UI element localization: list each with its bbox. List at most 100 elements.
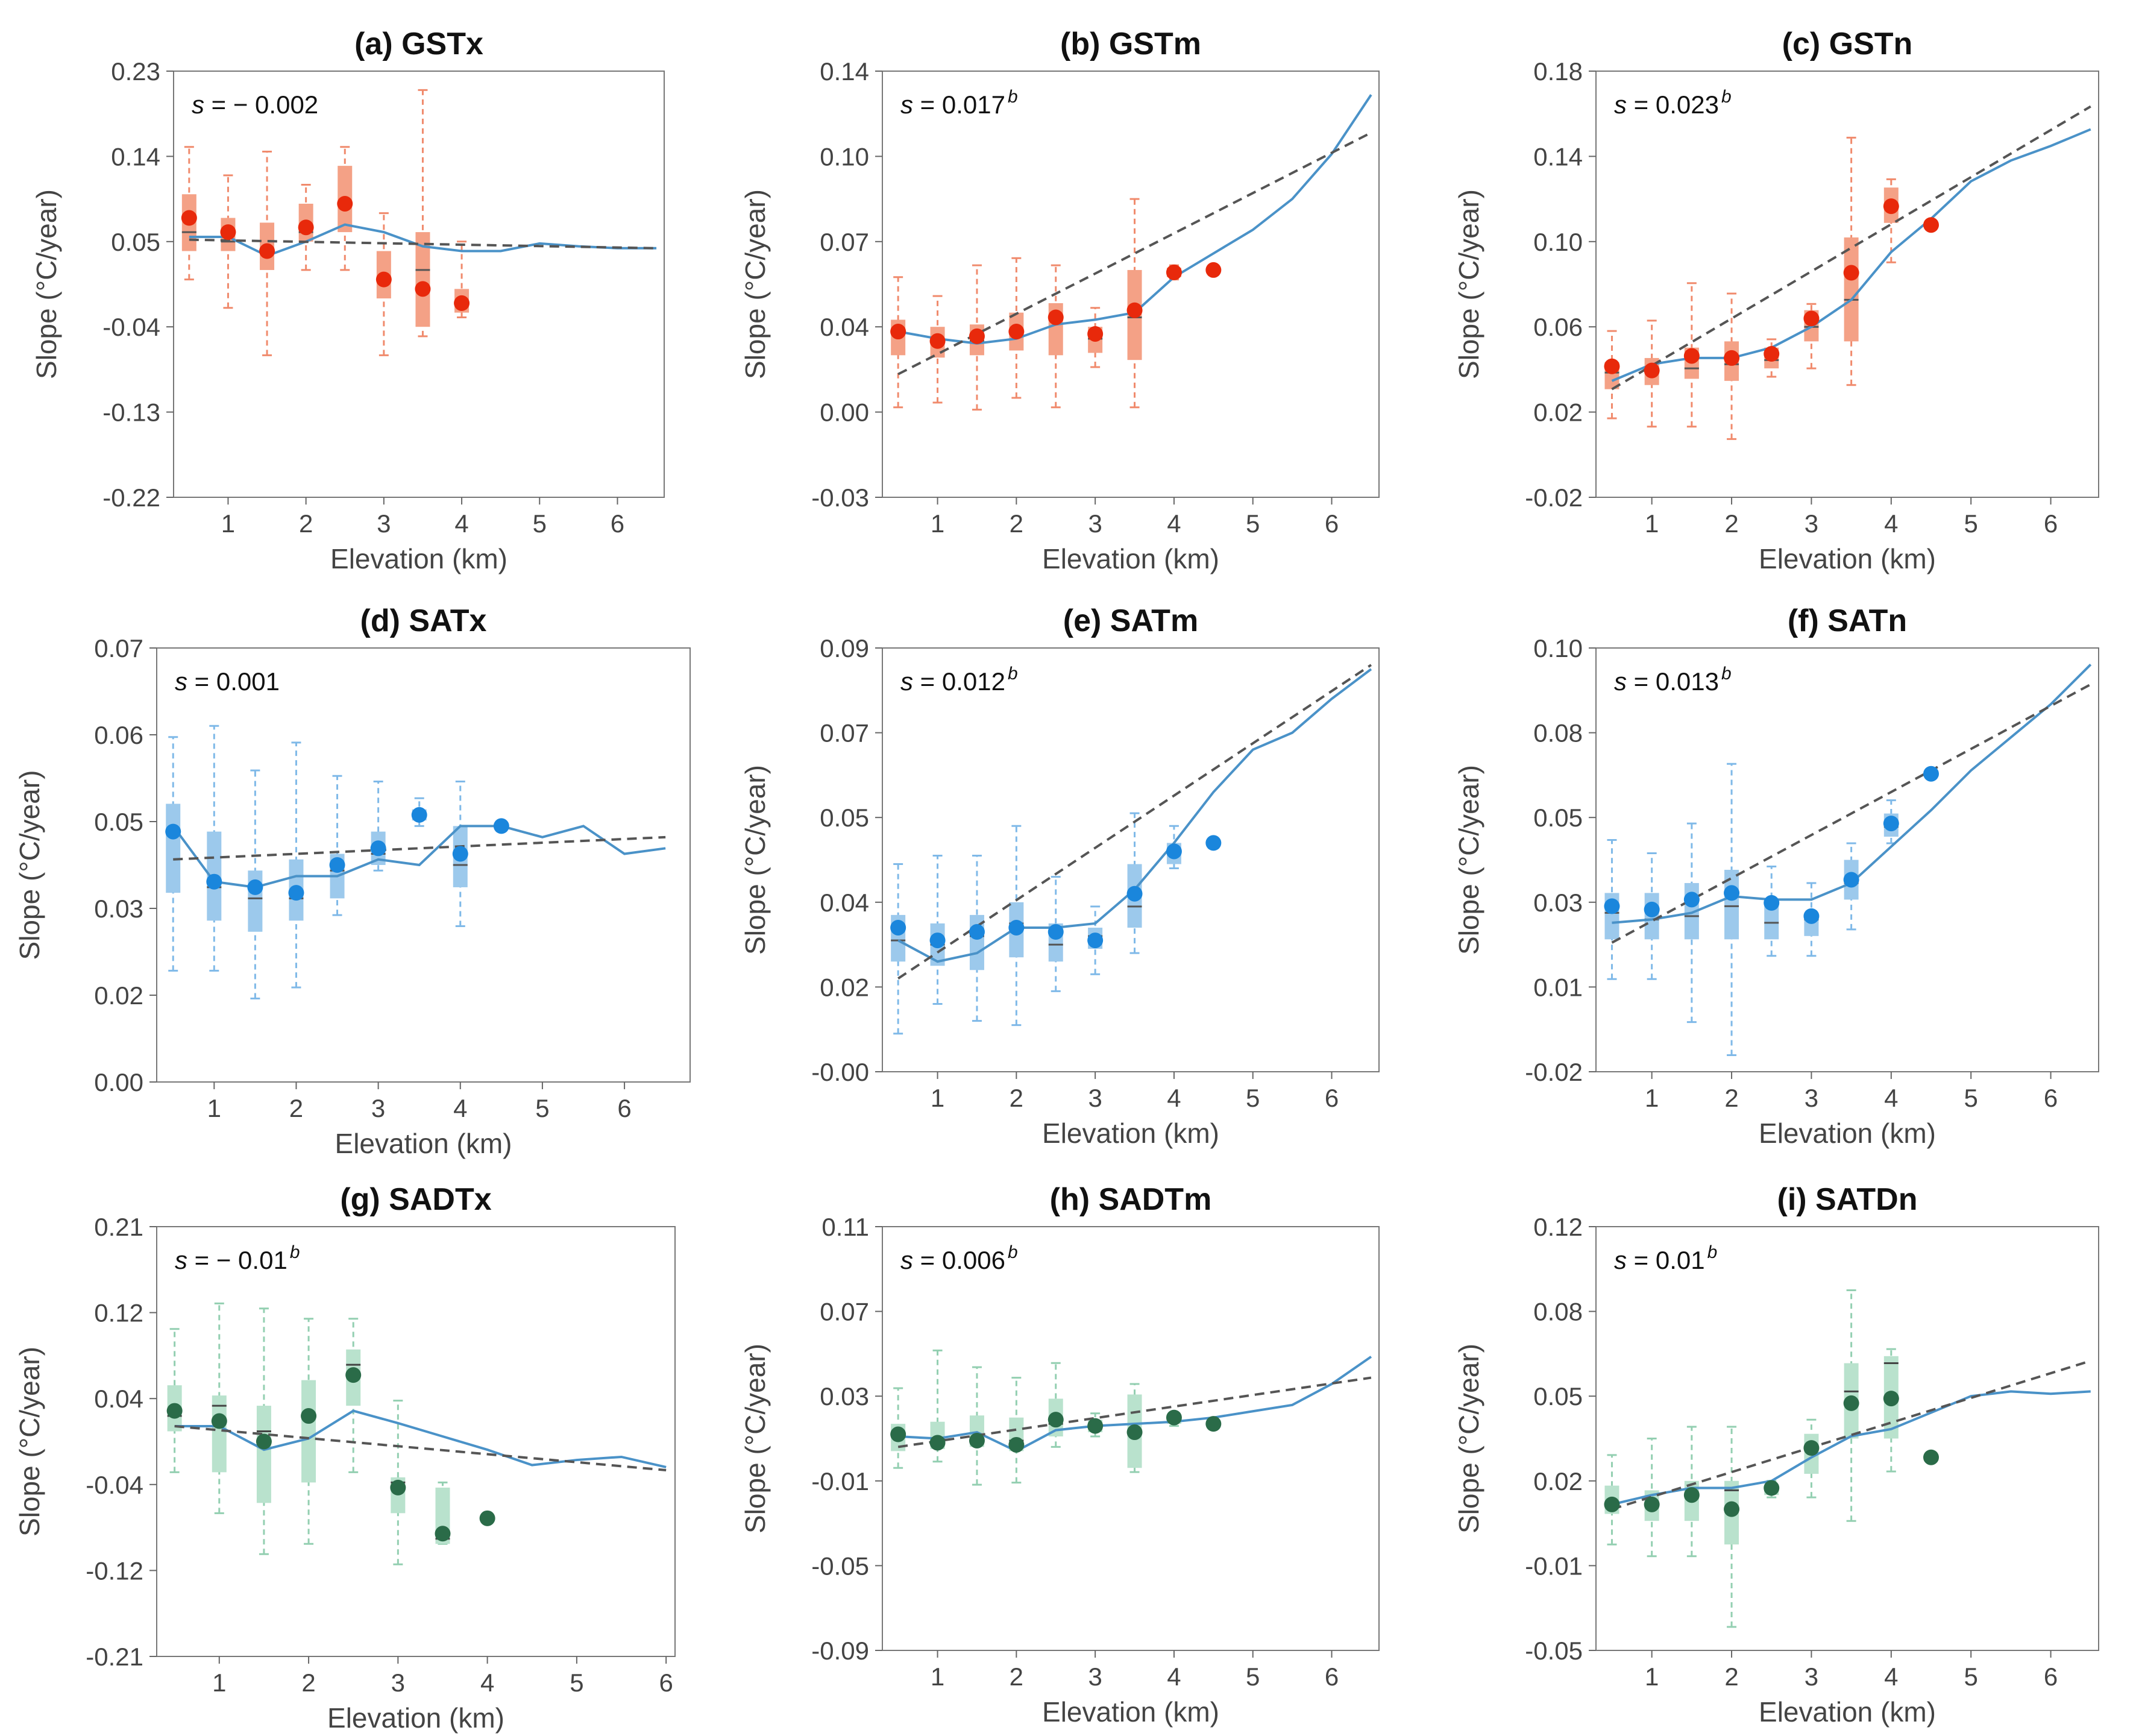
mean-point (1008, 919, 1025, 936)
y-tick-label: 0.07 (94, 634, 143, 662)
x-tick-label: 2 (299, 509, 313, 538)
panel-title: (i) SATDn (1777, 1182, 1918, 1217)
y-tick-label: 0.03 (820, 1382, 869, 1410)
annotation-value: = 0.013 (1627, 667, 1719, 696)
x-tick-label: 5 (1964, 1662, 1978, 1691)
mean-point (1048, 1412, 1064, 1428)
x-tick-label: 1 (931, 1084, 944, 1112)
y-tick-label: 0.02 (1533, 1467, 1583, 1495)
mean-point (1008, 324, 1025, 340)
box (212, 1395, 227, 1473)
x-tick-label: 5 (533, 509, 547, 538)
mean-point (1803, 1440, 1820, 1456)
mean-point (370, 840, 386, 857)
x-tick-label: 4 (1884, 1084, 1898, 1112)
y-tick-label: -0.22 (102, 483, 160, 512)
panel-title: (h) SADTm (1050, 1182, 1212, 1217)
mean-point (1883, 198, 1899, 215)
slope-annotation: s = 0.023 b (1614, 87, 1732, 119)
y-axis-label: Slope (°C/year) (31, 189, 62, 379)
x-tick-label: 2 (289, 1094, 303, 1122)
y-tick-label: -0.02 (1525, 1058, 1583, 1086)
slope-annotation: s = 0.01 b (1614, 1242, 1717, 1274)
x-axis-label: Elevation (km) (1042, 1696, 1219, 1728)
mean-point (890, 1426, 906, 1442)
y-tick-label: -0.05 (1525, 1637, 1583, 1665)
linear-fit-line (1611, 1359, 2091, 1511)
mean-point (329, 857, 345, 873)
annotation-value: = − 0.01 (187, 1246, 287, 1274)
mean-point (337, 195, 353, 212)
x-tick-label: 4 (1167, 1662, 1181, 1691)
mean-point (1923, 217, 1939, 233)
mean-point (1087, 932, 1104, 949)
y-tick-label: 0.10 (1533, 634, 1583, 662)
linear-fit-line (1611, 683, 2091, 944)
mean-point (452, 846, 468, 862)
x-axis-label: Elevation (km) (1759, 1696, 1936, 1728)
mean-point (411, 807, 427, 823)
plot-frame (1595, 647, 2099, 1072)
x-tick-label: 6 (2044, 1084, 2058, 1112)
y-tick-label: 0.18 (1533, 57, 1583, 86)
x-tick-label: 2 (1010, 509, 1023, 538)
y-tick-label: -0.02 (1525, 483, 1583, 512)
slope-annotation: s = 0.017 b (900, 87, 1018, 119)
panel-title: (f) SATn (1788, 603, 1907, 638)
annotation-significance: b (1707, 1242, 1718, 1262)
y-tick-label: -0.04 (102, 313, 160, 341)
annotation-symbol: s (175, 667, 187, 696)
mean-point (1205, 835, 1222, 851)
panel-a: (a) GSTx 1 2 3 4 5 6 0.23 0.14 0.05 -0.04 -0.13 -0.2… (31, 27, 665, 574)
x-tick-label: 1 (931, 1662, 944, 1691)
annotation-value: = − 0.002 (204, 90, 318, 119)
x-tick-label: 5 (1964, 1084, 1978, 1112)
annotation-value: = 0.017 (913, 90, 1005, 119)
x-axis-label: Elevation (km) (330, 543, 507, 574)
y-tick-label: 0.02 (94, 981, 143, 1010)
y-tick-label: 0.10 (820, 142, 869, 171)
x-tick-label: 4 (1167, 509, 1181, 538)
mean-point (929, 333, 946, 349)
mean-point (259, 243, 275, 259)
mean-point (415, 281, 431, 297)
x-tick-label: 2 (1724, 1662, 1738, 1691)
x-tick-label: 4 (1884, 1662, 1898, 1691)
y-axis-label: Slope (°C/year) (740, 1344, 771, 1533)
y-tick-label: 0.02 (820, 973, 869, 1001)
slope-annotation: s = − 0.01 b (175, 1242, 300, 1274)
panel-i: (i) SATDn 1 2 3 4 5 6 0.12 0.08 0.05 0.02 -0.01 -0.0… (1453, 1182, 2099, 1728)
x-axis-label: Elevation (km) (1759, 543, 1936, 574)
annotation-significance: b (1008, 1242, 1018, 1262)
y-tick-label: -0.05 (811, 1552, 869, 1580)
mean-point (435, 1526, 451, 1542)
annotation-symbol: s (900, 667, 913, 696)
mean-point (1205, 1416, 1222, 1432)
y-tick-label: -0.04 (86, 1471, 143, 1499)
x-tick-label: 3 (1088, 509, 1102, 538)
mean-point (1923, 1449, 1939, 1465)
annotation-symbol: s (1614, 667, 1627, 696)
mean-point (301, 1408, 317, 1424)
x-tick-label: 3 (371, 1094, 385, 1122)
x-tick-label: 1 (207, 1094, 221, 1122)
y-tick-label: 0.07 (820, 719, 869, 747)
x-tick-label: 4 (453, 1094, 467, 1122)
mean-point (1126, 885, 1143, 902)
x-tick-label: 6 (617, 1094, 631, 1122)
annotation-symbol: s (1614, 90, 1627, 119)
y-tick-label: -0.03 (811, 483, 869, 512)
panel-f: (f) SATn 1 2 3 4 5 6 0.10 0.08 0.05 0.03 0.01 -0.02 E… (1453, 603, 2099, 1149)
x-tick-label: 1 (1645, 1662, 1659, 1691)
panel-title: (b) GSTm (1060, 27, 1201, 61)
mean-point (1764, 895, 1780, 911)
mean-point (247, 879, 263, 895)
x-tick-label: 6 (1325, 509, 1339, 538)
mean-point (1683, 1487, 1700, 1503)
mean-point (1923, 766, 1939, 782)
mean-point (1843, 1395, 1859, 1411)
mean-point (1087, 326, 1104, 342)
x-tick-label: 5 (535, 1094, 549, 1122)
y-axis-label: Slope (°C/year) (1453, 1344, 1484, 1533)
y-tick-label: 0.05 (1533, 804, 1583, 832)
